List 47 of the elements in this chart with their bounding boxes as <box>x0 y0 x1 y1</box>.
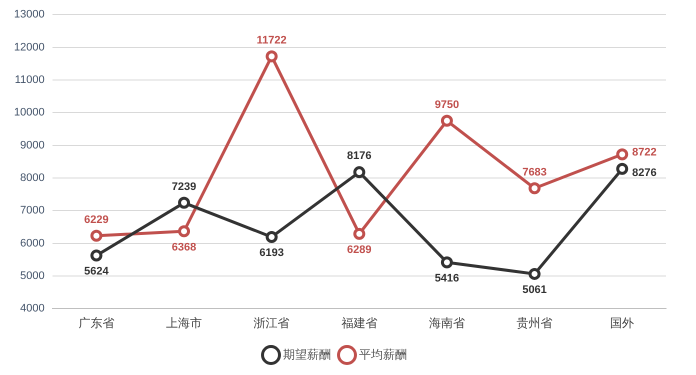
y-tick-label: 10000 <box>14 106 45 119</box>
legend-label: 平均薪酬 <box>359 347 407 362</box>
point <box>90 250 102 262</box>
legend-label: 期望薪酬 <box>283 347 331 362</box>
data-label: 8176 <box>347 150 372 162</box>
data-label: 6229 <box>84 214 109 226</box>
point <box>90 230 102 242</box>
x-tick-label: 国外 <box>610 316 634 330</box>
data-label: 8276 <box>632 166 657 179</box>
point <box>266 230 278 243</box>
data-label: 6289 <box>347 244 372 256</box>
point <box>266 50 278 62</box>
point <box>528 182 541 194</box>
x-tick-label: 贵州省 <box>516 316 553 330</box>
point <box>178 196 190 209</box>
point <box>178 225 190 238</box>
point <box>528 268 541 280</box>
data-label: 9750 <box>434 98 460 111</box>
point <box>616 148 628 160</box>
data-label: 7239 <box>172 180 196 193</box>
data-label: 5416 <box>434 272 460 284</box>
point <box>440 256 453 268</box>
y-tick-label: 13000 <box>14 8 45 21</box>
data-label: 5061 <box>522 284 547 296</box>
y-tick-label: 7000 <box>20 204 45 217</box>
y-tick-label: 11000 <box>14 74 45 86</box>
data-label: 8722 <box>632 146 657 158</box>
data-label: 6193 <box>259 246 284 259</box>
point <box>440 114 453 127</box>
point <box>616 162 628 175</box>
y-tick-label: 5000 <box>20 270 45 282</box>
data-label: 7683 <box>522 166 547 178</box>
y-tick-label: 9000 <box>20 139 45 152</box>
x-tick-label: 福建省 <box>341 316 378 330</box>
point <box>353 166 366 178</box>
y-tick-label: 12000 <box>14 41 45 54</box>
y-tick-label: 6000 <box>20 237 45 250</box>
point <box>353 228 366 240</box>
x-tick-label: 广东省 <box>78 316 114 330</box>
x-tick-label: 浙江省 <box>254 316 290 330</box>
data-label: 6368 <box>172 241 196 254</box>
x-tick-label: 海南省 <box>428 316 465 330</box>
data-label: 11722 <box>256 34 287 46</box>
data-label: 5624 <box>84 266 110 278</box>
y-tick-label: 4000 <box>20 302 45 315</box>
y-tick-label: 8000 <box>20 172 45 184</box>
x-tick-label: 上海市 <box>166 316 202 330</box>
